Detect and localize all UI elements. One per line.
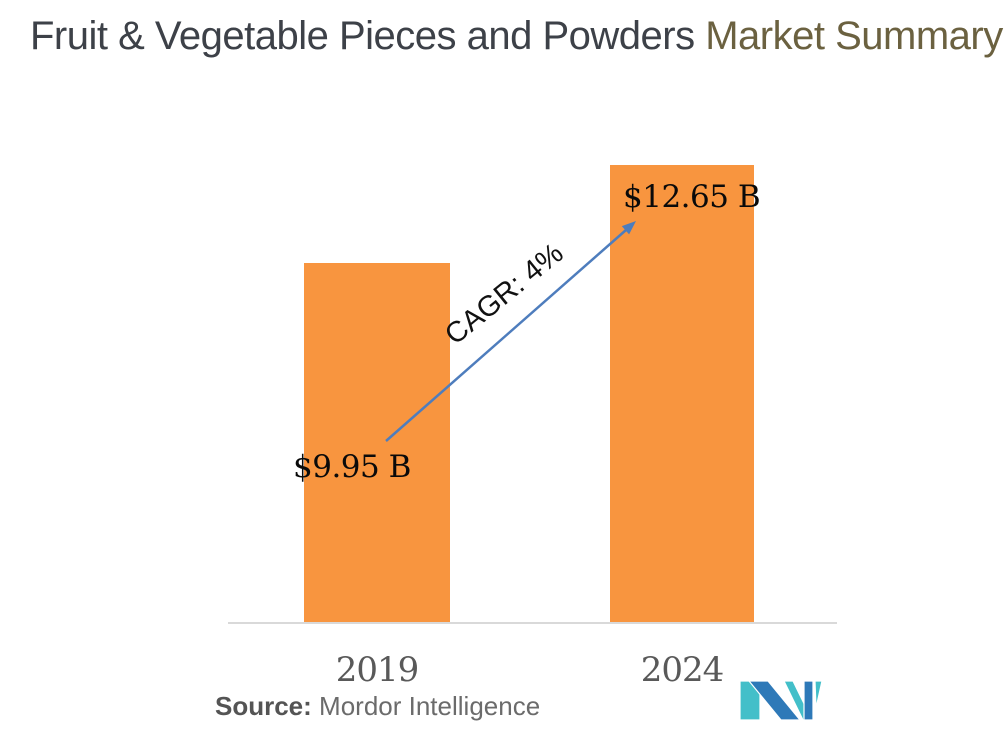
value-label-2024: $12.65 B [623,179,761,215]
page-title: Fruit & Vegetable Pieces and Powders Mar… [30,14,1003,59]
x-tick-2024: 2024 [640,650,725,690]
bar-2019 [304,263,450,622]
mordor-intelligence-logo [740,680,822,720]
source-caption: Source: Mordor Intelligence [215,691,540,722]
source-prefix: Source: [215,691,312,721]
bar-2024 [610,165,754,622]
x-axis-line [228,622,837,624]
x-tick-2019: 2019 [335,650,420,690]
title-accent: Market Summary [705,14,1003,58]
source-name: Mordor Intelligence [319,691,541,721]
value-label-2019: $9.95 B [293,449,411,485]
title-main: Fruit & Vegetable Pieces and Powders [30,14,706,58]
